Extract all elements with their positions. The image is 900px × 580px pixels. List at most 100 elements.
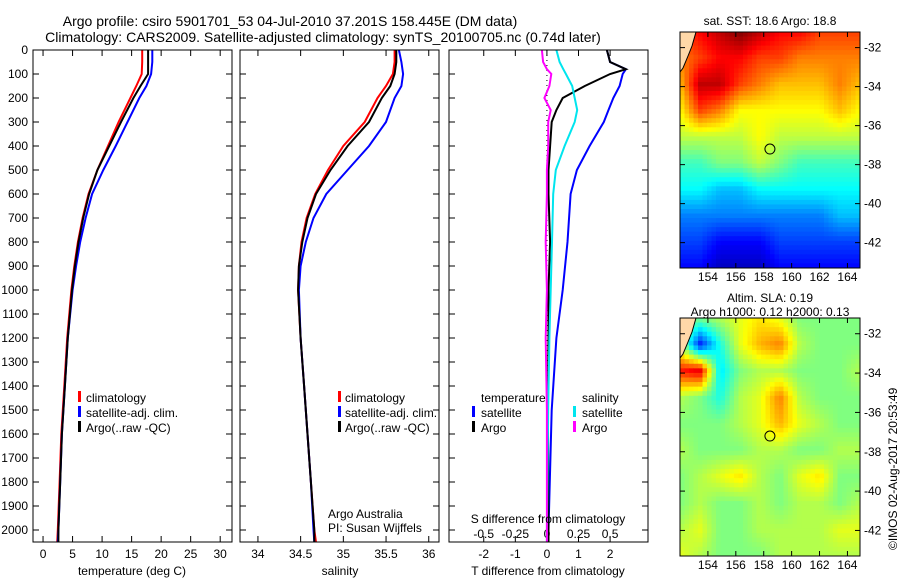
heatmap-cell — [792, 150, 798, 156]
heatmap-cell — [842, 331, 847, 337]
heatmap-cell — [761, 140, 766, 146]
heatmap-cell — [851, 240, 856, 246]
heatmap-cell — [684, 359, 690, 365]
heatmap-cell — [738, 464, 744, 470]
heatmap-cell — [761, 177, 766, 183]
heatmap-cell — [824, 377, 829, 383]
heatmap-cell — [833, 77, 838, 83]
heatmap-cell — [761, 537, 766, 543]
heatmap-cell — [747, 322, 753, 328]
heatmap-cell — [801, 163, 807, 169]
series-line-argo-raw-qc- — [297, 50, 398, 542]
heatmap-cell — [779, 432, 784, 438]
heatmap-cell — [824, 54, 829, 60]
heatmap-cell — [743, 336, 748, 342]
heatmap-cell — [828, 340, 834, 346]
heatmap-cell — [707, 145, 712, 151]
heatmap-cell — [819, 409, 825, 415]
heatmap-cell — [720, 159, 726, 165]
heatmap-cell — [779, 551, 784, 557]
heatmap-cell — [770, 464, 775, 470]
heatmap-cell — [729, 227, 735, 233]
heatmap-cell — [734, 418, 739, 424]
heatmap-cell — [828, 227, 834, 233]
heatmap-cell — [788, 41, 793, 47]
heatmap-cell — [833, 464, 838, 470]
heatmap-cell — [842, 359, 847, 365]
heatmap-cell — [698, 236, 703, 242]
heatmap-cell — [711, 45, 717, 51]
heatmap-cell — [851, 533, 856, 539]
heatmap-cell — [842, 368, 847, 374]
legend-label: satellite — [481, 406, 522, 420]
heatmap-cell — [680, 109, 685, 115]
heatmap-cell — [689, 140, 694, 146]
plot-frame — [239, 49, 440, 543]
heatmap-cell — [770, 213, 775, 219]
legend-label: Argo — [582, 421, 608, 435]
heatmap-cell — [788, 322, 793, 328]
heatmap-cell — [729, 327, 735, 333]
heatmap-cell — [716, 427, 721, 433]
heatmap-cell — [765, 441, 771, 447]
heatmap-cell — [842, 72, 847, 78]
heatmap-cell — [855, 359, 861, 365]
heatmap-cell — [734, 322, 739, 328]
heatmap-cell — [716, 36, 721, 42]
x-tick-label: 25 — [184, 547, 198, 561]
heatmap-cell — [815, 218, 820, 224]
heatmap-cell — [815, 441, 820, 447]
heatmap-cell — [743, 32, 748, 38]
heatmap-cell — [779, 86, 784, 92]
heatmap-cell — [716, 32, 721, 38]
heatmap-cell — [810, 359, 816, 365]
heatmap-cell — [702, 218, 708, 224]
heatmap-cell — [711, 95, 717, 101]
heatmap-cell — [765, 363, 771, 369]
heatmap-cell — [792, 446, 798, 452]
heatmap-cell — [725, 340, 730, 346]
heatmap-cell — [828, 537, 834, 543]
heatmap-cell — [837, 36, 843, 42]
heatmap-cell — [707, 213, 712, 219]
heatmap-cell — [797, 172, 802, 178]
heatmap-cell — [797, 491, 802, 497]
heatmap-cell — [774, 186, 780, 192]
heatmap-cell — [842, 213, 847, 219]
heatmap-cell — [774, 382, 780, 388]
heatmap-cell — [756, 209, 762, 215]
heatmap-cell — [774, 377, 780, 383]
heatmap-cell — [779, 209, 784, 215]
heatmap-cell — [797, 501, 802, 507]
heatmap-cell — [752, 432, 757, 438]
heatmap-cell — [734, 254, 739, 260]
heatmap-cell — [783, 487, 789, 493]
heatmap-cell — [738, 209, 744, 215]
heatmap-cell — [851, 322, 856, 328]
heatmap-cell — [716, 154, 721, 160]
heatmap-cell — [698, 199, 703, 205]
heatmap-cell — [824, 258, 829, 264]
heatmap-cell — [684, 72, 690, 78]
heatmap-cell — [729, 209, 735, 215]
heatmap-cell — [725, 172, 730, 178]
heatmap-cell — [738, 491, 744, 497]
heatmap-cell — [788, 496, 793, 502]
heatmap-cell — [752, 336, 757, 342]
heatmap-cell — [824, 41, 829, 47]
heatmap-cell — [689, 382, 694, 388]
sla-map: 154 156 158 160 162 164-32-34-36-38-40-42 — [679, 317, 882, 572]
heatmap-cell — [819, 127, 825, 133]
heatmap-cell — [693, 455, 699, 461]
heatmap-cell — [720, 122, 726, 128]
heatmap-cell — [806, 350, 811, 356]
heatmap-cell — [702, 150, 708, 156]
heatmap-cell — [788, 423, 793, 429]
heatmap-cell — [702, 222, 708, 228]
heatmap-cell — [743, 331, 748, 337]
heatmap-cell — [815, 510, 820, 516]
heatmap-cell — [792, 427, 798, 433]
heatmap-cell — [734, 400, 739, 406]
heatmap-cell — [756, 423, 762, 429]
heatmap-cell — [846, 423, 852, 429]
